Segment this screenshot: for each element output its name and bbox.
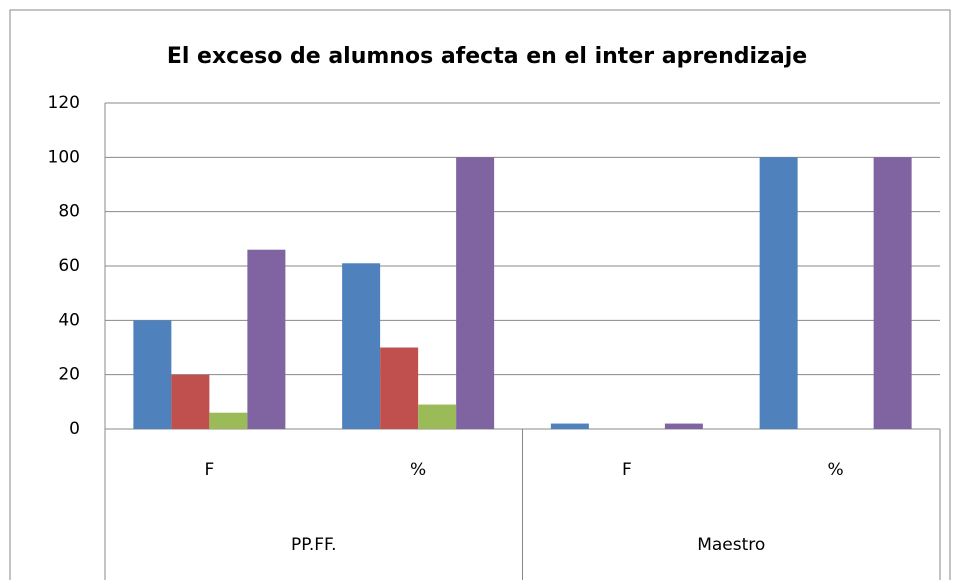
bar xyxy=(380,347,419,429)
y-tick-label: 100 xyxy=(48,147,80,167)
group-label: PP.FF. xyxy=(291,535,337,555)
chart-title: El exceso de alumnos afecta en el inter … xyxy=(167,44,807,69)
y-tick-label: 120 xyxy=(48,93,80,113)
bar xyxy=(209,412,248,429)
bar xyxy=(418,404,457,429)
bar xyxy=(550,423,589,429)
bar xyxy=(873,157,912,430)
x-tick-label: % xyxy=(828,460,844,480)
bar xyxy=(664,423,703,429)
y-tick-label: 60 xyxy=(58,256,80,276)
x-tick-label: F xyxy=(204,460,214,480)
bar xyxy=(247,249,286,429)
y-tick-label: 40 xyxy=(58,310,80,330)
bar xyxy=(342,263,381,429)
y-tick-label: 80 xyxy=(58,202,80,222)
y-tick-label: 0 xyxy=(69,419,80,439)
x-tick-label: % xyxy=(410,460,426,480)
group-label: Maestro xyxy=(697,535,765,555)
bar xyxy=(456,157,495,430)
bar xyxy=(133,320,172,429)
x-tick-label: F xyxy=(622,460,632,480)
bar xyxy=(759,157,798,430)
y-tick-label: 20 xyxy=(58,365,80,385)
bar xyxy=(171,374,210,429)
